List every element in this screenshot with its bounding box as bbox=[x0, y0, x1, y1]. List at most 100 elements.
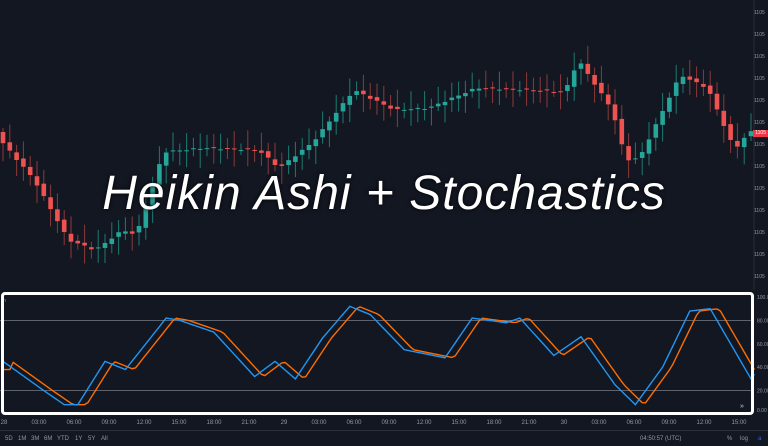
range-button-1y[interactable]: 1Y bbox=[75, 436, 83, 442]
candle-body bbox=[204, 148, 210, 150]
time-tick-label: 18:00 bbox=[486, 420, 502, 426]
candle-body bbox=[537, 90, 543, 92]
candle-body bbox=[89, 247, 94, 250]
price-tick-label: 1105 bbox=[754, 54, 765, 60]
price-tick-label: 1105 bbox=[754, 10, 765, 16]
candle-body bbox=[299, 149, 305, 155]
candle-body bbox=[367, 95, 373, 99]
stoch-tick-label: 60.00 bbox=[757, 342, 768, 348]
candle-body bbox=[429, 106, 434, 108]
candle-body bbox=[517, 90, 523, 92]
candle-body bbox=[197, 148, 203, 150]
candle-body bbox=[687, 76, 693, 80]
candle-body bbox=[694, 78, 699, 83]
candle-body bbox=[551, 91, 557, 93]
candle-body bbox=[490, 87, 495, 89]
stochastic-pane[interactable]: 100.00 80.00 60.00 40.00 20.00 0.00 bbox=[0, 290, 768, 418]
candle-body bbox=[558, 91, 563, 93]
price-tick-label: 1105 bbox=[754, 164, 765, 170]
percent-toggle[interactable]: % bbox=[727, 436, 733, 442]
candle-body bbox=[116, 232, 121, 237]
candle-body bbox=[191, 148, 196, 150]
candle-body bbox=[605, 94, 611, 105]
time-tick-label: 03:00 bbox=[31, 420, 47, 426]
candle-body bbox=[354, 91, 359, 95]
candle-body bbox=[102, 242, 108, 248]
candle-body bbox=[218, 149, 223, 151]
range-button-1m[interactable]: 1M bbox=[18, 436, 27, 442]
time-tick-label: 21:00 bbox=[241, 420, 257, 426]
range-button-6m[interactable]: 6M bbox=[44, 436, 53, 442]
candle-body bbox=[599, 82, 604, 94]
candle-body bbox=[170, 150, 176, 152]
candle-body bbox=[741, 137, 747, 148]
candle-body bbox=[123, 231, 128, 234]
candle-body bbox=[48, 197, 53, 210]
candle-body bbox=[449, 97, 455, 101]
candle-body bbox=[619, 118, 625, 145]
candle-body bbox=[109, 238, 115, 244]
candle-body bbox=[286, 160, 291, 166]
candle-body bbox=[701, 83, 706, 87]
log-toggle[interactable]: log bbox=[740, 436, 749, 442]
stoch-k-line bbox=[2, 305, 755, 406]
auto-toggle[interactable]: a bbox=[758, 436, 762, 442]
range-button-3m[interactable]: 3M bbox=[31, 436, 40, 442]
stoch-tick-label: 0.00 bbox=[757, 408, 767, 414]
candle-body bbox=[327, 121, 332, 131]
price-tick-label: 1105 bbox=[754, 208, 765, 214]
range-button-ytd[interactable]: YTD bbox=[57, 436, 69, 442]
time-tick-label: 21:00 bbox=[521, 420, 537, 426]
time-tick-label: 03:00 bbox=[591, 420, 607, 426]
candle-body bbox=[265, 151, 271, 158]
time-tick-label: 09:00 bbox=[381, 420, 397, 426]
price-tick-label: 1105 bbox=[754, 120, 765, 126]
candle-body bbox=[340, 103, 346, 112]
candle-body bbox=[61, 219, 67, 233]
candle-body bbox=[252, 149, 257, 151]
candle-body bbox=[333, 112, 339, 122]
candle-body bbox=[388, 105, 393, 109]
time-tick-label: 15:00 bbox=[731, 420, 747, 426]
time-tick-label: 15:00 bbox=[451, 420, 467, 426]
price-tick-label: 1105 bbox=[754, 32, 765, 38]
price-tick-label: 1105 bbox=[754, 186, 765, 192]
candle-body bbox=[129, 231, 135, 234]
candle-body bbox=[476, 88, 482, 91]
candle-body bbox=[231, 148, 237, 150]
candle-body bbox=[463, 93, 468, 97]
candle-body bbox=[748, 131, 754, 137]
price-chart[interactable] bbox=[0, 0, 768, 290]
candle-body bbox=[14, 152, 19, 160]
candle-body bbox=[639, 152, 645, 158]
candle-body bbox=[401, 109, 407, 111]
candle-body bbox=[306, 144, 312, 151]
candle-body bbox=[497, 89, 502, 91]
time-tick-label: 03:00 bbox=[311, 420, 327, 426]
range-button-5d[interactable]: 5D bbox=[5, 436, 13, 442]
candle-body bbox=[95, 247, 101, 249]
time-axis[interactable]: 28 03:00 06:00 09:00 12:00 15:00 18:00 21:00 29 0… bbox=[0, 418, 756, 430]
candle-body bbox=[565, 85, 570, 91]
price-tick-label: 1105 bbox=[754, 142, 765, 148]
price-tick-label: 1105 bbox=[754, 274, 765, 280]
candle-body bbox=[422, 108, 427, 110]
candle-body bbox=[150, 184, 155, 206]
range-button-5y[interactable]: 5Y bbox=[88, 436, 96, 442]
candle-body bbox=[374, 97, 380, 101]
stoch-tick-label: 80.00 bbox=[757, 318, 768, 324]
range-button-all[interactable]: All bbox=[101, 436, 108, 442]
candle-body bbox=[395, 106, 400, 110]
candle-body bbox=[361, 90, 366, 95]
time-tick-label: 29 bbox=[280, 420, 288, 426]
time-tick-label: 06:00 bbox=[346, 420, 362, 426]
candle-body bbox=[646, 139, 652, 154]
stoch-tick-label: 20.00 bbox=[757, 389, 768, 395]
time-tick-label: 12:00 bbox=[136, 420, 152, 426]
candle-body bbox=[707, 85, 713, 94]
candle-body bbox=[442, 101, 448, 106]
candle-body bbox=[320, 129, 325, 138]
candle-body bbox=[347, 95, 353, 105]
expand-pane-icon[interactable]: » bbox=[740, 403, 744, 410]
time-tick-label: 28 bbox=[0, 420, 8, 426]
